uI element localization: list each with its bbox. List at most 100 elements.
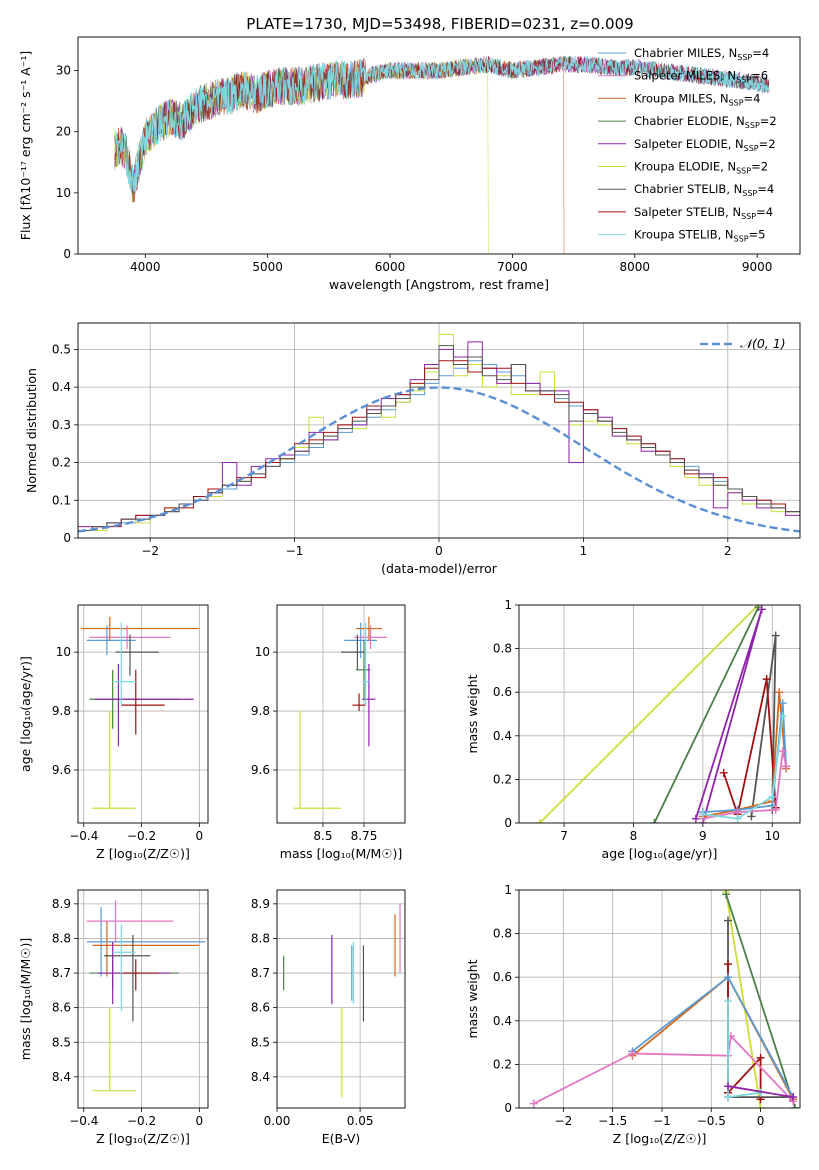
x-axis-label: Z [log₁₀(Z/Z☉)] bbox=[96, 1131, 190, 1146]
axes-frame bbox=[518, 604, 801, 824]
x-tick-label: 10 bbox=[765, 829, 780, 843]
legend: Chabrier MILES, NSSP=4 Salpeter MILES, NS… bbox=[598, 46, 777, 244]
y-tick-label: 0.4 bbox=[493, 1014, 512, 1028]
weight-marker bbox=[724, 973, 733, 982]
errorbar bbox=[86, 625, 136, 656]
weight-marker bbox=[778, 712, 787, 721]
weight-line bbox=[539, 605, 760, 823]
errorbar bbox=[115, 634, 159, 676]
legend-subscript: SSP bbox=[736, 167, 751, 176]
errorbar bbox=[80, 616, 200, 641]
weight-marker bbox=[775, 688, 784, 697]
y-tick-label: 0.5 bbox=[52, 342, 71, 356]
y-tick-label: 8.6 bbox=[251, 1001, 270, 1015]
weight-marker bbox=[698, 810, 707, 819]
y-tick-label: 8.5 bbox=[52, 1035, 71, 1049]
weight-marker bbox=[762, 675, 771, 684]
y-axis-label: mass weight bbox=[465, 674, 480, 753]
legend-label: 𝒩(0, 1) bbox=[740, 336, 786, 351]
x-tick-label: 0 bbox=[435, 544, 443, 558]
weight-marker bbox=[756, 1104, 765, 1108]
weight-series bbox=[722, 890, 800, 1108]
y-axis-label: mass [log₁₀(M/M☉)] bbox=[18, 938, 33, 1060]
weight-line bbox=[725, 894, 796, 1108]
plot-area bbox=[519, 605, 800, 823]
legend-label: Salpeter ELODIE, NSSP=2 bbox=[634, 137, 776, 153]
x-tick-label: 8 bbox=[630, 829, 638, 843]
errorbar bbox=[86, 900, 174, 942]
axes-frame bbox=[77, 36, 801, 255]
x-axis-label: mass [log₁₀(M/M☉)] bbox=[280, 846, 402, 861]
panel-weight-vs-age: 7 8 9 10 0 0.2 0.4 0.6 0.8 1 age [log₁₀(age/yr)] ma… bbox=[465, 598, 801, 861]
weight-marker bbox=[768, 792, 777, 801]
x-tick-label: 8.5 bbox=[313, 829, 332, 843]
errorbar bbox=[355, 640, 371, 700]
y-tick-label: 8.9 bbox=[251, 897, 270, 911]
errorbar bbox=[104, 934, 151, 1022]
weight-marker bbox=[771, 805, 780, 814]
panel-age-vs-Z: −0.4 −0.2 0 9.6 9.8 10 Z [log₁₀(Z/Z☉)] age [log… bbox=[18, 604, 209, 861]
legend-label: Kroupa ELODIE, NSSP=2 bbox=[634, 160, 768, 176]
normal-curve bbox=[78, 386, 800, 533]
x-tick-label: 8.75 bbox=[351, 829, 378, 843]
y-tick-label: 0 bbox=[63, 247, 71, 261]
y-tick-label: 9.6 bbox=[52, 763, 71, 777]
weight-marker bbox=[691, 814, 700, 823]
y-tick-label: 0.4 bbox=[52, 380, 71, 394]
weight-marker bbox=[724, 960, 733, 969]
y-tick-label: 0.4 bbox=[493, 729, 512, 743]
legend-count: =4 bbox=[757, 182, 774, 196]
x-axis-label: Z [log₁₀(Z/Z☉)] bbox=[96, 846, 190, 861]
panels: 4000 5000 6000 7000 8000 90000102030wavelengt… bbox=[18, 36, 801, 1146]
y-tick-label: 0.6 bbox=[493, 685, 512, 699]
weight-marker bbox=[628, 1049, 637, 1058]
plot-area bbox=[78, 890, 208, 1108]
x-tick-label: 7000 bbox=[497, 260, 528, 274]
plot-area bbox=[78, 323, 800, 538]
x-tick-label: 6000 bbox=[375, 260, 406, 274]
legend-subscript: SSP bbox=[734, 235, 749, 244]
errorbar bbox=[352, 693, 366, 712]
errorbar bbox=[341, 634, 366, 670]
x-tick-label: −0.2 bbox=[127, 829, 156, 843]
y-tick-label: 20 bbox=[56, 125, 71, 139]
weight-marker bbox=[747, 812, 756, 821]
errorbar bbox=[355, 616, 383, 641]
errorbar bbox=[362, 622, 369, 706]
legend-label: Chabrier ELODIE, NSSP=2 bbox=[634, 114, 777, 130]
legend-count: =2 bbox=[751, 160, 768, 174]
errorbar bbox=[92, 711, 136, 809]
y-tick-label: 1 bbox=[504, 883, 512, 897]
y-tick-label: 8.8 bbox=[251, 931, 270, 945]
x-tick-label: 4000 bbox=[130, 260, 161, 274]
y-tick-label: 1 bbox=[504, 598, 512, 612]
y-tick-label: 8.4 bbox=[251, 1070, 270, 1084]
weight-marker bbox=[791, 1104, 800, 1108]
weight-marker bbox=[719, 768, 728, 777]
plot-area bbox=[277, 605, 405, 823]
y-tick-label: 8.6 bbox=[52, 1001, 71, 1015]
y-tick-label: 30 bbox=[56, 64, 71, 78]
x-tick-label: 2 bbox=[724, 544, 732, 558]
plot-area bbox=[277, 890, 405, 1108]
y-tick-label: 0.2 bbox=[493, 1057, 512, 1071]
panel-spectrum: 4000 5000 6000 7000 8000 9000 0 10 20 30 wavelengt… bbox=[18, 36, 801, 292]
weight-marker bbox=[733, 814, 742, 823]
weight-series bbox=[650, 605, 763, 823]
weight-line bbox=[631, 975, 794, 1098]
panel-mass-vs-EBV: 0.00 0.05 8.4 8.5 8.6 8.7 8.8 8.9 E(B-V) bbox=[251, 889, 406, 1146]
panel-age-vs-mass: 8.5 8.75 9.6 9.8 10 mass [log₁₀(M/M☉)] bbox=[251, 604, 406, 861]
weight-marker bbox=[724, 997, 733, 1006]
x-tick-label: 1 bbox=[580, 544, 588, 558]
y-tick-label: 9.8 bbox=[52, 704, 71, 718]
errorbar bbox=[354, 625, 387, 650]
y-tick-label: 9.6 bbox=[251, 763, 270, 777]
y-axis-label: mass weight bbox=[465, 959, 480, 1038]
axes-frame bbox=[77, 322, 801, 539]
legend-subscript: SSP bbox=[741, 212, 756, 221]
errorbar bbox=[293, 711, 341, 809]
y-tick-label: 0.8 bbox=[493, 642, 512, 656]
legend-subscript: SSP bbox=[744, 144, 759, 153]
legend-label: Kroupa STELIB, NSSP=5 bbox=[634, 228, 765, 244]
